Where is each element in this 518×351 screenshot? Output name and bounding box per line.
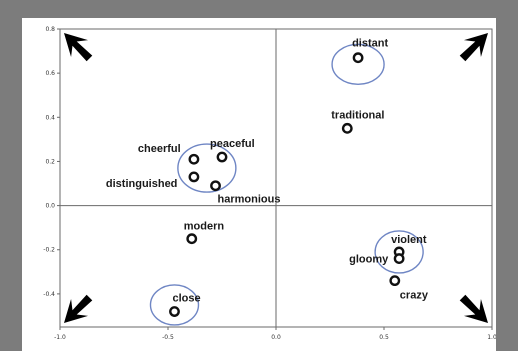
chart-panel: -0.4 -0.2 0.0 0.2 0.4 0.6 0.8 -1.0 -0.5 0.0 0.5 1.0… xyxy=(22,18,496,351)
x-tick-label: 0.0 xyxy=(271,334,281,341)
arrow-top-right-icon xyxy=(459,33,488,62)
point-label: modern xyxy=(184,221,225,233)
y-tick-label: 0.6 xyxy=(45,70,55,77)
y-tick-label: 0.0 xyxy=(45,203,55,210)
arrow-bottom-right-icon xyxy=(459,294,488,323)
point-label: gloomy xyxy=(349,254,389,266)
data-point xyxy=(352,52,364,64)
y-tick-label: -0.4 xyxy=(43,291,55,298)
x-tick-label: -1.0 xyxy=(54,334,66,341)
point-label: traditional xyxy=(331,109,384,121)
x-tick-label: 1.0 xyxy=(487,334,496,341)
scatter-plot: -0.4 -0.2 0.0 0.2 0.4 0.6 0.8 -1.0 -0.5 0.0 0.5 1.0… xyxy=(43,26,496,341)
point-label: peaceful xyxy=(210,138,255,150)
point-label: crazy xyxy=(400,290,429,302)
data-point xyxy=(341,122,353,134)
cluster-circle xyxy=(177,143,237,193)
point-label: cheerful xyxy=(138,143,181,155)
data-point xyxy=(186,233,198,245)
point-label: harmonious xyxy=(218,194,281,206)
y-tick-label: 0.2 xyxy=(45,158,55,165)
y-tick-label: 0.8 xyxy=(45,26,55,33)
point-label: close xyxy=(172,293,200,305)
point-label: distinguished xyxy=(106,178,178,190)
data-point xyxy=(210,180,221,192)
y-tick-label: -0.2 xyxy=(43,247,55,254)
x-tick-label: 0.5 xyxy=(379,334,389,341)
data-point xyxy=(393,253,405,264)
point-label: violent xyxy=(391,234,427,246)
data-point xyxy=(216,151,228,163)
data-point xyxy=(188,171,200,183)
cluster-circle xyxy=(374,230,424,274)
y-tick-label: 0.4 xyxy=(45,114,55,121)
cluster-circle xyxy=(331,43,385,86)
x-tick-label: -0.5 xyxy=(162,334,174,341)
point-label: distant xyxy=(352,38,388,50)
arrow-bottom-left-icon xyxy=(64,294,93,323)
data-point xyxy=(389,275,401,287)
data-point xyxy=(169,306,180,317)
cluster-circle xyxy=(149,284,200,326)
arrow-top-left-icon xyxy=(64,33,93,62)
data-point xyxy=(188,153,200,165)
